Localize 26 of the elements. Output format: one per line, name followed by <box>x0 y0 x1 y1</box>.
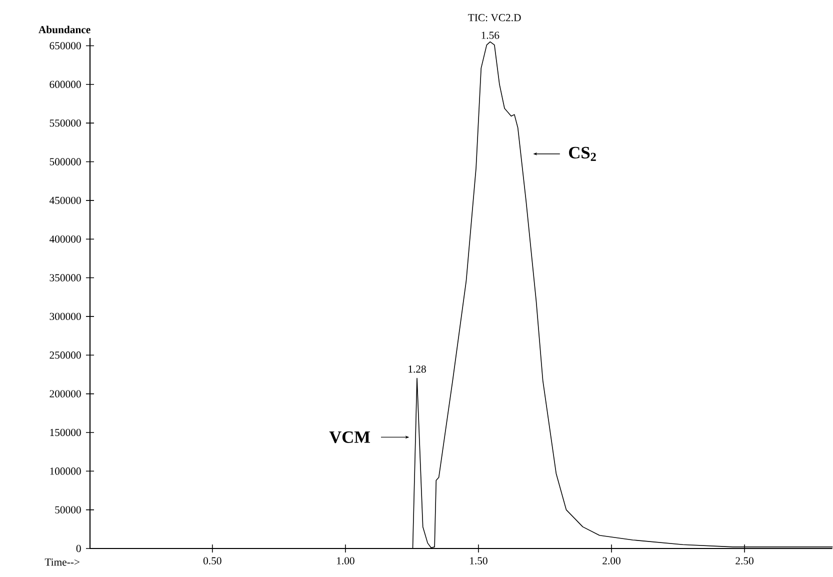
y-tick-label: 450000 <box>50 196 81 204</box>
annotation: CS$_{2}$ <box>569 146 596 161</box>
y-tick-label: 500000 <box>50 158 81 166</box>
annotation: VCM <box>329 431 370 444</box>
x-axis-title: Time--> <box>44 558 80 566</box>
y-tick-label: 650000 <box>50 42 81 50</box>
y-tick-label: 0 <box>76 544 81 552</box>
y-tick-label: 200000 <box>50 390 81 398</box>
y-tick-label: 50000 <box>55 506 81 514</box>
x-tick-label: 0.50 <box>203 557 222 564</box>
x-tick-label: 1.00 <box>337 557 354 564</box>
x-tick-label: 2.00 <box>602 557 620 564</box>
y-tick-label: 150000 <box>50 428 81 436</box>
annotation: 1.28 <box>408 365 426 373</box>
x-tick-label: 2.50 <box>736 557 754 564</box>
x-tick-label: 1.50 <box>470 557 488 564</box>
y-tick-label: 250000 <box>50 352 81 359</box>
y-tick-label: 100000 <box>50 468 81 475</box>
y-tick-label: 550000 <box>50 119 81 127</box>
y-tick-label: 400000 <box>50 236 81 243</box>
chart-title: TIC: VC2.D <box>468 14 521 22</box>
y-tick-label: 600000 <box>50 80 81 88</box>
annotation: 1.56 <box>482 32 500 39</box>
y-tick-label: 300000 <box>50 312 81 320</box>
y-tick-label: 350000 <box>50 274 81 282</box>
y-axis-title: Abundance <box>38 26 90 34</box>
